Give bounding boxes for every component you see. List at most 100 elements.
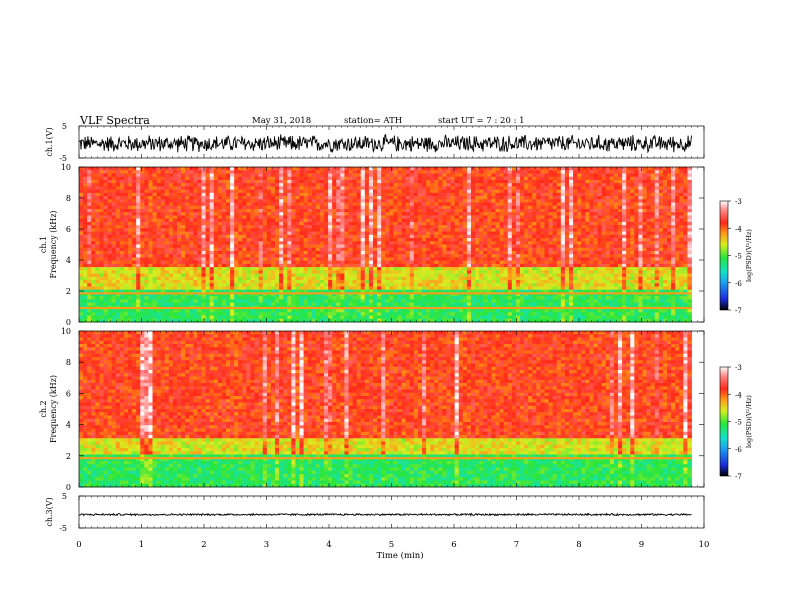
ch1-spec-cell: [103, 225, 108, 229]
ch1-spec-cell: [540, 244, 545, 249]
ch1-spec-cell: [91, 183, 96, 187]
ch1-spec-cell: [128, 234, 133, 239]
ch1-spec-cell: [609, 167, 615, 171]
ch1-spec-cell: [613, 202, 619, 207]
ch1-spec-cell: [238, 221, 243, 226]
ch1-spec-cell: [87, 267, 92, 271]
ch1-spec-cell: [299, 170, 304, 174]
ch1-spec-cell: [95, 208, 100, 213]
ch1-spec-cell: [671, 176, 676, 181]
ch1-spec-cell: [466, 196, 472, 200]
ch1-spec-cell: [254, 176, 260, 181]
ch1-spec-cell: [283, 189, 288, 194]
ch1-spec-cell: [360, 202, 366, 207]
ch1-spec-cell: [618, 205, 623, 210]
ch1-spec-cell: [189, 257, 194, 262]
ch1-spec-cell: [270, 196, 276, 200]
ch1-spec-cell: [389, 221, 394, 226]
ch1-spec-cell: [356, 225, 362, 229]
ch1-spec-cell: [601, 170, 607, 174]
ch1-spec-cell: [364, 244, 370, 249]
ch1-spec-cell: [405, 234, 411, 239]
ch1-spec-cell: [638, 234, 643, 239]
ch1-spec-cell: [197, 250, 202, 255]
ch1-spec-cell: [340, 170, 345, 174]
ch1-spec-cell: [675, 234, 680, 239]
ch1-spec-cell: [634, 192, 639, 197]
ch1-spec-cell: [642, 247, 647, 252]
ch1-spec-cell: [577, 257, 582, 262]
ch1-spec-cell: [324, 192, 329, 197]
ch1-spec-cell: [83, 254, 88, 258]
ch1-spec-cell: [205, 208, 211, 213]
ch1-spec-cell: [164, 267, 170, 271]
ch1-spec-cell: [638, 170, 643, 174]
ch1-spec-cell: [646, 202, 652, 207]
ch1-spec-cell: [658, 254, 664, 258]
ch1-spec-cell: [348, 267, 353, 271]
ch1-spec-cell: [499, 186, 505, 191]
ch1-spec-cell: [344, 260, 349, 265]
ch1-spec-cell: [148, 179, 153, 184]
ch1-spec-cell: [573, 192, 578, 197]
ch1-spec-cell: [340, 199, 345, 203]
ch1-spec-cell: [291, 234, 296, 239]
ch1-spec-cell: [95, 199, 100, 203]
ch1-spec-cell: [193, 260, 198, 265]
ch1-spec-cell: [254, 186, 260, 191]
ch1-spec-cell: [156, 176, 162, 181]
ch1-spec-cell: [679, 218, 684, 223]
ch1-spec-cell: [332, 183, 337, 187]
ch1-spec-cell: [221, 215, 227, 220]
ch1-spec-cell: [348, 263, 353, 268]
ch1-spec-cell: [658, 212, 664, 216]
ch1-spec-cell: [160, 170, 166, 174]
ch1-spec-cell: [389, 192, 394, 197]
ch1-spec-cell: [213, 238, 219, 242]
ch1-spec-cell: [213, 186, 219, 191]
ch1-spec-cell: [540, 250, 545, 255]
ch1-spec-cell: [507, 238, 513, 242]
ch1-spec-cell: [458, 212, 464, 216]
ch1-spec-cell: [548, 176, 554, 181]
ch1-spec-cell: [287, 215, 292, 220]
ch1-spec-cell: [413, 244, 419, 249]
ch1-spec-cell: [123, 247, 129, 252]
ch1-spec-cell: [283, 254, 288, 258]
ch1-spec-cell: [266, 263, 272, 268]
ch1-spec-cell: [618, 167, 623, 171]
ch1-spec-cell: [503, 247, 509, 252]
ch1-spec-cell: [462, 199, 468, 203]
ch1-spec-cell: [422, 183, 427, 187]
ch1-spec-cell: [217, 189, 223, 194]
ch1-spec-cell: [634, 238, 639, 242]
ch1-spec-cell: [605, 244, 611, 249]
ch1-spec-cell: [532, 221, 537, 226]
ch1-spec-cell: [197, 225, 202, 229]
ch1-spec-cell: [340, 241, 345, 245]
ch1-spec-cell: [324, 228, 329, 232]
ch1-spec-cell: [585, 196, 590, 200]
ch1-spec-cell: [209, 247, 215, 252]
ch1-spec-cell: [275, 234, 280, 239]
ch1-spec-cell: [275, 186, 280, 191]
ch1-spec-cell: [520, 221, 525, 226]
ch1-spec-cell: [658, 218, 664, 223]
ch1-spec-cell: [462, 250, 468, 255]
ch1-spec-cell: [364, 179, 370, 184]
ch1-spec-cell: [581, 167, 586, 171]
ch1-spec-cell: [156, 205, 162, 210]
date-label: May 31, 2018: [252, 116, 311, 126]
ch1-spec-cell: [495, 186, 500, 191]
ch1-spec-cell: [246, 221, 251, 226]
ch1-spec-cell: [368, 189, 374, 194]
ch1-spec-cell: [422, 202, 427, 207]
ch1-spec-cell: [422, 170, 427, 174]
ch1-spec-cell: [140, 186, 145, 191]
ch1-spec-cell: [262, 238, 268, 242]
ch1-spec-cell: [438, 241, 443, 245]
ch1-spec-cell: [413, 247, 419, 252]
ch1-spec-cell: [79, 199, 84, 203]
ch1-spec-cell: [503, 228, 509, 232]
ch1-spec-cell: [520, 263, 525, 268]
